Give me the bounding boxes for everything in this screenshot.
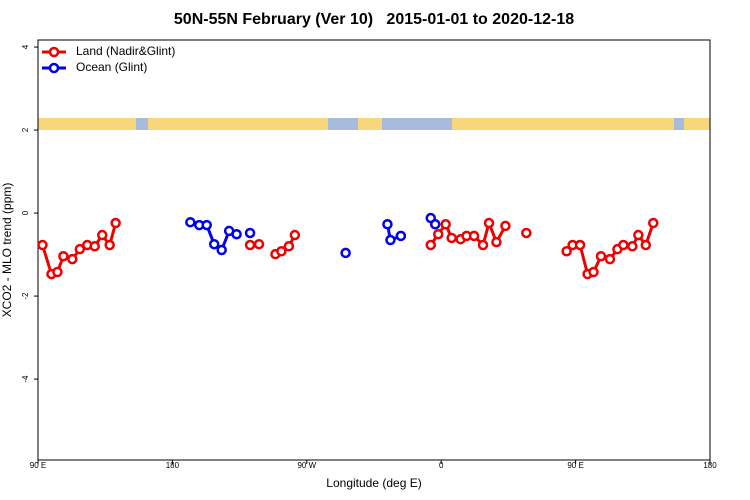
- data-point: [340, 247, 351, 259]
- data-point: [244, 227, 256, 239]
- data-point: [446, 232, 457, 244]
- plot-frame: [37, 39, 711, 461]
- chart-title: 50N-55N February (Ver 10) 2015-01-01 to …: [174, 11, 574, 28]
- data-point: [96, 229, 108, 241]
- y-tick-label: -2: [21, 292, 30, 300]
- data-point: [253, 238, 265, 250]
- data-point: [604, 253, 616, 265]
- data-point: [468, 230, 480, 242]
- data-point: [627, 241, 638, 252]
- data-point: [289, 229, 301, 241]
- data-point: [648, 217, 659, 229]
- data-point: [201, 219, 212, 231]
- data-point: [618, 239, 629, 251]
- data-point: [382, 219, 393, 230]
- data-point: [74, 243, 86, 255]
- data-point: [483, 217, 495, 229]
- x-axis-title: Longitude (deg E): [326, 476, 421, 490]
- data-point: [283, 241, 295, 252]
- x-tick-label: 90 E: [30, 461, 46, 470]
- data-point: [52, 266, 63, 278]
- data-point: [633, 229, 644, 241]
- data-point: [110, 217, 121, 229]
- data-point: [216, 244, 227, 256]
- data-point: [89, 241, 100, 252]
- data-point: [500, 220, 511, 232]
- data-point: [231, 228, 242, 240]
- y-tick-label: 0: [21, 210, 30, 215]
- data-point: [561, 245, 572, 257]
- data-point: [640, 239, 652, 251]
- data-point: [429, 219, 441, 230]
- x-tick-label: 180: [703, 461, 717, 470]
- y-tick-label: 2: [21, 127, 30, 132]
- data-point: [595, 250, 607, 262]
- x-tick-label: 0: [439, 461, 444, 470]
- data-point: [385, 234, 396, 246]
- data-point: [276, 245, 287, 257]
- data-point: [588, 266, 599, 278]
- legend-marker: [48, 62, 60, 74]
- data-point: [395, 230, 407, 242]
- y-tick-label: 4: [21, 44, 30, 49]
- data-point: [425, 239, 436, 251]
- y-axis-title: XCO2 - MLO trend (ppm): [0, 183, 14, 318]
- data-point: [491, 236, 502, 248]
- y-tick-label: -4: [21, 375, 30, 383]
- x-tick-label: 90 E: [567, 461, 583, 470]
- data-point: [440, 219, 451, 230]
- data-point: [244, 239, 256, 251]
- series: [185, 212, 441, 259]
- data-point: [37, 239, 48, 251]
- data-point: [574, 239, 586, 251]
- data-point: [185, 216, 196, 228]
- legend-label: Land (Nadir&Glint): [76, 44, 175, 58]
- data-point: [432, 228, 444, 240]
- data-point: [67, 253, 78, 265]
- land-mask-strip: [38, 118, 710, 130]
- data-point: [58, 250, 69, 262]
- legend-label: Ocean (Glint): [76, 60, 147, 74]
- data-point: [521, 227, 532, 239]
- series: [37, 217, 659, 280]
- data-point: [477, 239, 489, 251]
- data-point: [104, 239, 115, 251]
- legend-marker: [48, 46, 60, 58]
- x-tick-label: 180: [166, 461, 180, 470]
- data-point: [208, 238, 220, 250]
- x-tick-label: 90 W: [297, 461, 316, 470]
